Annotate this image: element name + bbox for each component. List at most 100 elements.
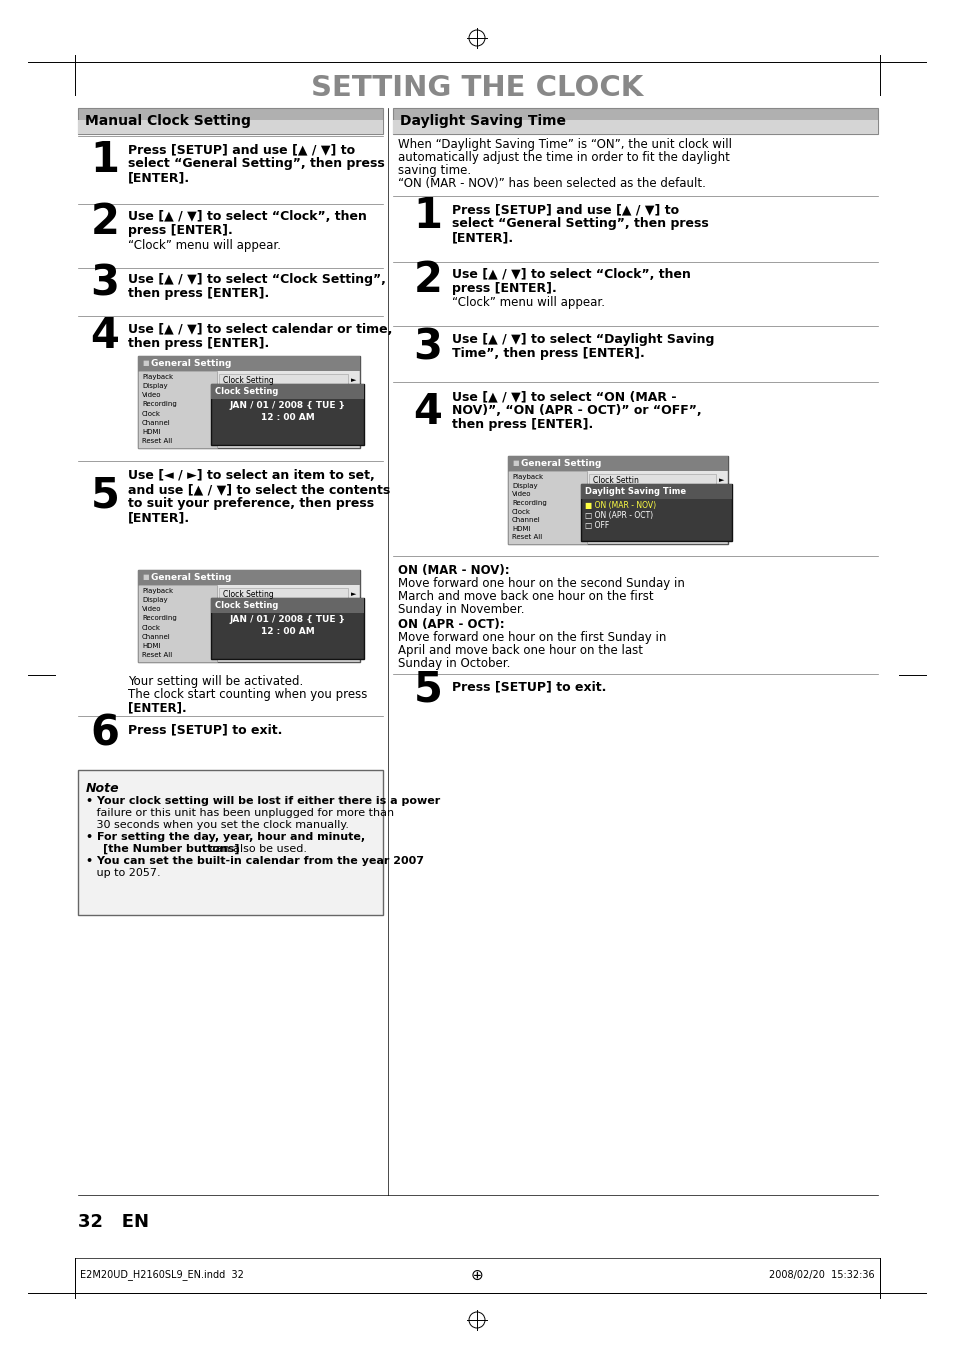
Text: Move forward one hour on the first Sunday in: Move forward one hour on the first Sunda…: [397, 631, 666, 644]
Text: HDMI: HDMI: [142, 643, 160, 648]
Text: ►: ►: [719, 477, 724, 484]
Text: Clock Setting: Clock Setting: [214, 386, 278, 396]
Text: then press [ENTER].: then press [ENTER].: [128, 286, 269, 300]
Text: ■: ■: [142, 574, 149, 581]
Text: General Setting: General Setting: [151, 573, 232, 582]
Text: up to 2057.: up to 2057.: [86, 867, 160, 878]
Text: Use [▲ / ▼] to select “Clock”, then: Use [▲ / ▼] to select “Clock”, then: [452, 267, 690, 281]
FancyBboxPatch shape: [588, 474, 716, 486]
FancyBboxPatch shape: [507, 457, 727, 471]
Text: General Setting: General Setting: [151, 359, 232, 367]
Text: 4: 4: [414, 390, 442, 434]
Text: Use [▲ / ▼] to select “ON (MAR -: Use [▲ / ▼] to select “ON (MAR -: [452, 390, 676, 403]
FancyBboxPatch shape: [138, 357, 359, 449]
Text: Playback: Playback: [142, 374, 172, 380]
Text: Video: Video: [512, 492, 531, 497]
Text: JAN / 01 / 2008 { TUE }: JAN / 01 / 2008 { TUE }: [230, 615, 345, 624]
Text: NOV)”, “ON (APR - OCT)” or “OFF”,: NOV)”, “ON (APR - OCT)” or “OFF”,: [452, 404, 700, 417]
Text: ►: ►: [351, 377, 356, 384]
Text: Daylight Saving Time: Daylight Saving Time: [399, 113, 565, 128]
Text: Sunday in November.: Sunday in November.: [397, 603, 524, 616]
Text: Note: Note: [86, 782, 119, 794]
Text: then press [ENTER].: then press [ENTER].: [128, 336, 269, 350]
Text: 3: 3: [91, 263, 119, 305]
Text: Press [SETUP] and use [▲ / ▼] to: Press [SETUP] and use [▲ / ▼] to: [128, 143, 355, 155]
Text: JAN / 01 / 2008 { TUE }: JAN / 01 / 2008 { TUE }: [230, 401, 345, 409]
Text: E2M20UD_H2160SL9_EN.indd  32: E2M20UD_H2160SL9_EN.indd 32: [80, 1270, 244, 1281]
Text: “ON (MAR - NOV)” has been selected as the default.: “ON (MAR - NOV)” has been selected as th…: [397, 177, 705, 190]
Text: to suit your preference, then press: to suit your preference, then press: [128, 497, 374, 509]
Text: 6: 6: [91, 713, 119, 755]
FancyBboxPatch shape: [138, 372, 216, 449]
Text: Playback: Playback: [142, 588, 172, 594]
Text: and use [▲ / ▼] to select the contents: and use [▲ / ▼] to select the contents: [128, 484, 390, 496]
Text: 1: 1: [413, 195, 442, 236]
Text: 1: 1: [91, 139, 119, 181]
Text: Move forward one hour on the second Sunday in: Move forward one hour on the second Sund…: [397, 577, 684, 590]
Text: March and move back one hour on the first: March and move back one hour on the firs…: [397, 590, 653, 603]
FancyBboxPatch shape: [211, 384, 364, 399]
Text: then press [ENTER].: then press [ENTER].: [452, 417, 593, 431]
Text: Video: Video: [142, 392, 161, 399]
Text: Channel: Channel: [512, 517, 540, 523]
Text: “Clock” menu will appear.: “Clock” menu will appear.: [128, 239, 281, 253]
Text: select “General Setting”, then press: select “General Setting”, then press: [128, 157, 384, 170]
Text: HDMI: HDMI: [142, 428, 160, 435]
Text: 5: 5: [414, 669, 442, 711]
Text: • Your clock setting will be lost if either there is a power: • Your clock setting will be lost if eit…: [86, 796, 439, 807]
FancyBboxPatch shape: [138, 585, 216, 662]
Text: ON (APR - OCT):: ON (APR - OCT):: [397, 617, 504, 631]
Text: • You can set the built-in calendar from the year 2007: • You can set the built-in calendar from…: [86, 857, 423, 866]
Text: SETTING THE CLOCK: SETTING THE CLOCK: [311, 74, 642, 101]
Text: press [ENTER].: press [ENTER].: [128, 224, 233, 236]
Text: Press [SETUP] to exit.: Press [SETUP] to exit.: [128, 723, 282, 736]
FancyBboxPatch shape: [78, 770, 382, 915]
Text: ►: ►: [351, 592, 356, 597]
Text: Use [◄ / ►] to select an item to set,: Use [◄ / ►] to select an item to set,: [128, 469, 375, 482]
Text: Clock Setting: Clock Setting: [223, 590, 274, 598]
Text: Use [▲ / ▼] to select calendar or time,: Use [▲ / ▼] to select calendar or time,: [128, 323, 392, 336]
Text: “Clock” menu will appear.: “Clock” menu will appear.: [452, 296, 604, 309]
Text: April and move back one hour on the last: April and move back one hour on the last: [397, 644, 642, 657]
Text: 5: 5: [91, 476, 119, 517]
FancyBboxPatch shape: [138, 357, 359, 372]
Text: HDMI: HDMI: [512, 526, 530, 532]
Text: Use [▲ / ▼] to select “Daylight Saving: Use [▲ / ▼] to select “Daylight Saving: [452, 332, 714, 346]
Text: 2: 2: [414, 259, 442, 301]
Text: Use [▲ / ▼] to select “Clock”, then: Use [▲ / ▼] to select “Clock”, then: [128, 209, 367, 223]
Text: Clock: Clock: [512, 508, 531, 515]
Text: [ENTER].: [ENTER].: [128, 701, 187, 713]
Text: Recording: Recording: [142, 401, 176, 408]
Text: Video: Video: [142, 607, 161, 612]
Text: Your setting will be activated.: Your setting will be activated.: [128, 676, 303, 688]
Text: 30 seconds when you set the clock manually.: 30 seconds when you set the clock manual…: [86, 820, 349, 830]
FancyBboxPatch shape: [507, 471, 586, 544]
Text: 32   EN: 32 EN: [78, 1213, 149, 1231]
FancyBboxPatch shape: [138, 570, 359, 662]
FancyBboxPatch shape: [580, 484, 731, 499]
Text: saving time.: saving time.: [397, 163, 471, 177]
FancyBboxPatch shape: [211, 598, 364, 613]
Text: The clock start counting when you press: The clock start counting when you press: [128, 688, 367, 701]
Text: Reset All: Reset All: [142, 438, 172, 444]
Text: press [ENTER].: press [ENTER].: [452, 282, 557, 295]
Text: Display: Display: [512, 482, 537, 489]
FancyBboxPatch shape: [219, 374, 348, 386]
Text: Clock Setting: Clock Setting: [223, 376, 274, 385]
Text: [the Number buttons]: [the Number buttons]: [103, 844, 239, 854]
Text: Channel: Channel: [142, 634, 171, 639]
FancyBboxPatch shape: [78, 120, 382, 134]
Text: Clock Setting: Clock Setting: [214, 601, 278, 611]
Text: Playback: Playback: [512, 474, 542, 480]
Text: 2008/02/20  15:32:36: 2008/02/20 15:32:36: [768, 1270, 874, 1279]
Text: When “Daylight Saving Time” is “ON”, the unit clock will: When “Daylight Saving Time” is “ON”, the…: [397, 138, 731, 151]
Text: [ENTER].: [ENTER].: [452, 231, 514, 245]
Text: Recording: Recording: [512, 500, 546, 505]
Text: 12 : 00 AM: 12 : 00 AM: [260, 413, 314, 422]
Text: Use [▲ / ▼] to select “Clock Setting”,: Use [▲ / ▼] to select “Clock Setting”,: [128, 273, 385, 286]
FancyBboxPatch shape: [219, 588, 348, 601]
Text: Clock: Clock: [142, 411, 161, 416]
Text: ON (MAR - NOV):: ON (MAR - NOV):: [397, 563, 509, 577]
FancyBboxPatch shape: [138, 570, 359, 585]
Text: Manual Clock Setting: Manual Clock Setting: [85, 113, 251, 128]
